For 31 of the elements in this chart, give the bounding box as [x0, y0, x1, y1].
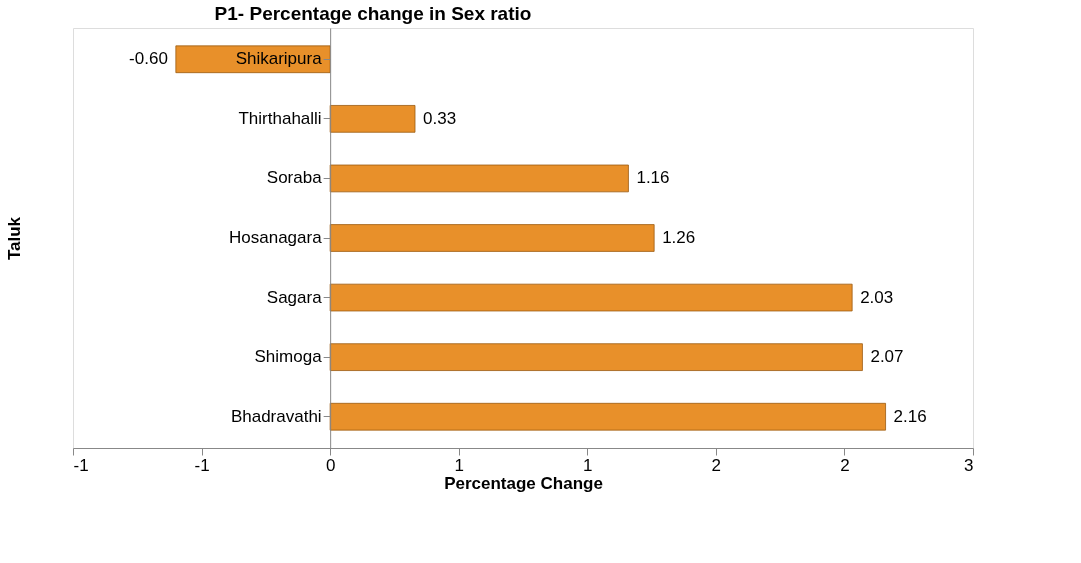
y-tick-label: Shikaripura	[235, 49, 323, 69]
y-tick-label: Bhadravathi	[230, 406, 322, 426]
x-tick-label: 1	[583, 455, 593, 475]
y-axis-title: Taluk	[4, 216, 24, 261]
bar	[329, 224, 655, 252]
x-tick-label: -1	[194, 455, 210, 475]
x-tick-label: 0	[325, 455, 336, 475]
x-tick-label: 2	[711, 455, 722, 475]
data-label: 2.16	[893, 406, 927, 426]
x-tick-label: 2	[840, 455, 850, 475]
bar	[329, 343, 863, 371]
data-label: 1.16	[636, 168, 670, 188]
y-tick-label: Sagara	[266, 287, 323, 307]
data-label: -0.60	[129, 49, 168, 69]
x-tick-label: -1	[73, 455, 89, 475]
x-tick-label: 3	[964, 455, 974, 475]
bar	[329, 283, 853, 312]
y-tick-label: Hosanagara	[229, 228, 323, 247]
data-label: 2.03	[860, 287, 894, 307]
y-tick-label: Thirthahalli	[238, 108, 322, 128]
chart-title: P1- Percentage change in Sex ratio	[214, 3, 532, 24]
y-tick-label: Shimoga	[254, 347, 323, 367]
data-label: 0.33	[423, 108, 457, 128]
data-label: 1.26	[662, 228, 696, 247]
bar	[329, 402, 886, 431]
bar	[329, 105, 416, 133]
y-tick-label: Soraba	[266, 168, 323, 188]
bar	[329, 164, 629, 193]
x-tick-label: 1	[454, 455, 464, 475]
x-axis-title: Percentage Change	[444, 473, 603, 493]
data-label: 2.07	[870, 347, 904, 367]
